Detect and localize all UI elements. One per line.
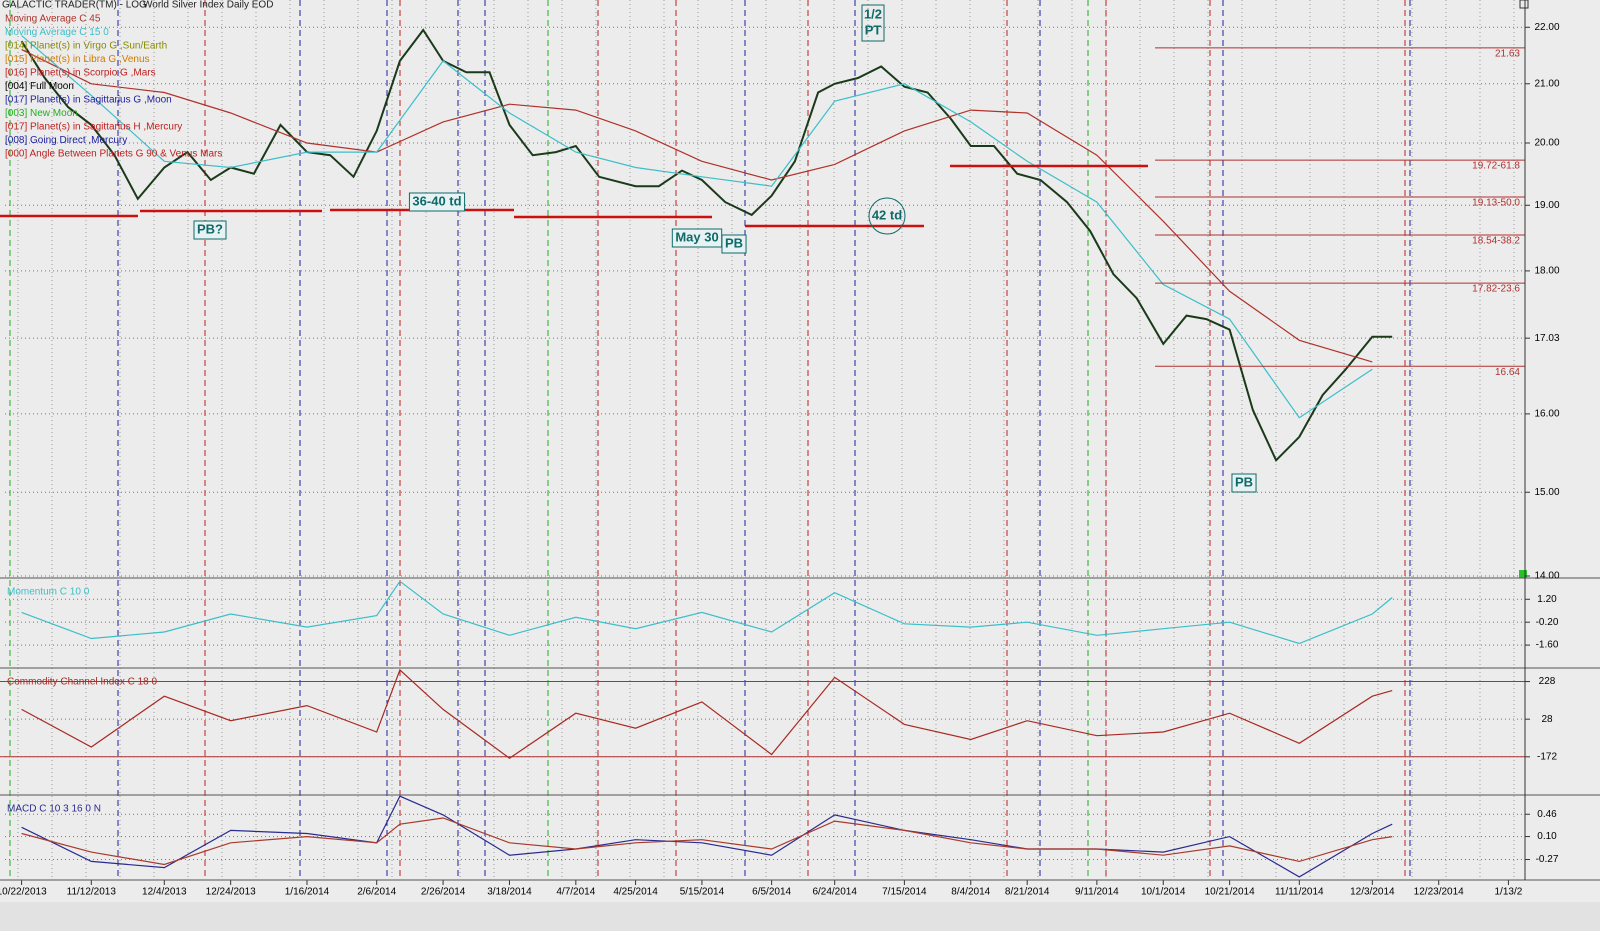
legend-entry: Moving Average C 15 0 — [5, 27, 109, 38]
x-tick-label: 5/15/2014 — [680, 887, 725, 898]
marker — [1519, 570, 1527, 578]
x-tick-label: 11/11/2014 — [1275, 887, 1324, 898]
x-tick-label: 12/3/2014 — [1350, 887, 1395, 898]
fib-label: 21.63 — [1495, 49, 1520, 60]
fib-label: 19.72-61.8 — [1472, 161, 1520, 172]
x-tick-label: 2/26/2014 — [421, 887, 466, 898]
x-tick-label: 10/22/2013 — [0, 887, 47, 898]
y-tick-label: 19.00 — [1534, 200, 1559, 211]
annotation-box — [1231, 473, 1257, 493]
x-tick-label: 10/21/2014 — [1205, 887, 1255, 898]
y-tick-label: 0.10 — [1537, 831, 1557, 842]
annotation: 42 td — [872, 207, 902, 222]
x-tick-label: 4/7/2014 — [556, 887, 595, 898]
annotation: PT — [865, 22, 882, 37]
annotation-box — [193, 220, 227, 240]
x-tick-label: 8/21/2014 — [1005, 887, 1050, 898]
event-legend: [003] New Moon — [5, 108, 78, 119]
annotation: PB? — [197, 221, 223, 236]
panel-title: Commodity Channel Index C 18 0 — [7, 677, 158, 688]
panel-title: MACD C 10 3 16 0 N — [7, 804, 101, 815]
x-tick-label: 1/16/2014 — [285, 887, 330, 898]
y-tick-label: 0.46 — [1537, 809, 1557, 820]
fib-label: 16.64 — [1495, 367, 1520, 378]
fib-label: 18.54-38.2 — [1472, 236, 1520, 247]
fib-label: 17.82-23.6 — [1472, 284, 1520, 295]
annotation: 36-40 td — [412, 193, 461, 208]
chart-subtitle: World Silver Index Daily EOD — [143, 0, 273, 11]
series-line — [21, 668, 1393, 760]
x-tick-label: 9/11/2014 — [1075, 887, 1119, 898]
legend-entry: Moving Average C 45 — [5, 14, 101, 25]
y-tick-label: -1.60 — [1536, 640, 1559, 651]
fib-label: 19.13-50.0 — [1472, 198, 1520, 209]
event-legend: [017] Planet(s) in Sagittarius H ,Mercur… — [5, 122, 182, 133]
x-tick-label: 12/4/2013 — [142, 887, 187, 898]
y-tick-label: 28 — [1541, 714, 1553, 725]
x-tick-label: 4/25/2014 — [613, 887, 658, 898]
chart-title: GALACTIC TRADER(TM) - LOG — [2, 0, 147, 11]
y-tick-label: -0.20 — [1536, 617, 1559, 628]
annotation-box — [721, 234, 747, 254]
annotation-box — [408, 192, 466, 212]
y-tick-label: 21.00 — [1534, 78, 1559, 89]
y-tick-label: 16.00 — [1534, 409, 1559, 420]
annotation-circle — [868, 197, 906, 235]
series-line — [20, 28, 1393, 463]
series-line — [21, 580, 1393, 645]
panel-title: Momentum C 10 0 — [7, 587, 90, 598]
x-tick-label: 6/24/2014 — [812, 887, 857, 898]
x-tick-label: 12/24/2013 — [206, 887, 256, 898]
x-tick-label: 8/4/2014 — [951, 887, 990, 898]
series-line — [21, 35, 1373, 419]
event-legend: [016] Planet(s) in Scorpio G ,Mars — [5, 68, 156, 79]
event-legend: [017] Planet(s) in Sagittarius G ,Moon — [5, 95, 172, 106]
event-legend: [008] Going Direct ,Mercury — [5, 135, 127, 146]
y-tick-label: 228 — [1539, 676, 1556, 687]
series-line — [21, 795, 1393, 878]
y-tick-label: 20.00 — [1534, 138, 1559, 149]
bottom-strip — [0, 902, 1600, 931]
y-tick-label: 22.00 — [1534, 22, 1559, 33]
x-tick-label: 1/13/2 — [1494, 887, 1522, 898]
x-tick-label: 3/18/2014 — [487, 887, 532, 898]
series-line — [21, 817, 1393, 866]
y-tick-label: 1.20 — [1537, 594, 1557, 605]
annotation: PB — [725, 235, 743, 250]
x-tick-label: 2/6/2014 — [357, 887, 396, 898]
y-tick-label: 17.03 — [1534, 333, 1559, 344]
x-tick-label: 11/12/2013 — [67, 887, 117, 898]
annotation: 1/2 — [864, 6, 882, 21]
event-legend: [000] Angle Between Planets G 90 & Venus… — [5, 149, 222, 160]
series-line — [21, 49, 1373, 363]
pt-box — [861, 4, 885, 42]
corner-box — [1519, 0, 1529, 9]
event-legend: [014] Planet(s) in Virgo G ,Sun/Earth — [5, 41, 167, 52]
y-tick-label: -0.27 — [1536, 854, 1559, 865]
event-legend: [015] Planet(s) in Libra G ,Venus — [5, 54, 150, 65]
x-tick-label: 10/1/2014 — [1141, 887, 1186, 898]
y-tick-label: 15.00 — [1534, 487, 1559, 498]
x-tick-label: 12/23/2014 — [1414, 887, 1464, 898]
y-tick-label: -172 — [1537, 751, 1557, 762]
y-tick-label: 14.00 — [1534, 571, 1559, 582]
annotation: May 30 — [675, 229, 718, 244]
x-tick-label: 7/15/2014 — [882, 887, 927, 898]
annotation: PB — [1235, 474, 1253, 489]
event-legend: [004] Full Moon — [5, 81, 74, 92]
y-tick-label: 18.00 — [1534, 266, 1559, 277]
x-tick-label: 6/5/2014 — [752, 887, 791, 898]
